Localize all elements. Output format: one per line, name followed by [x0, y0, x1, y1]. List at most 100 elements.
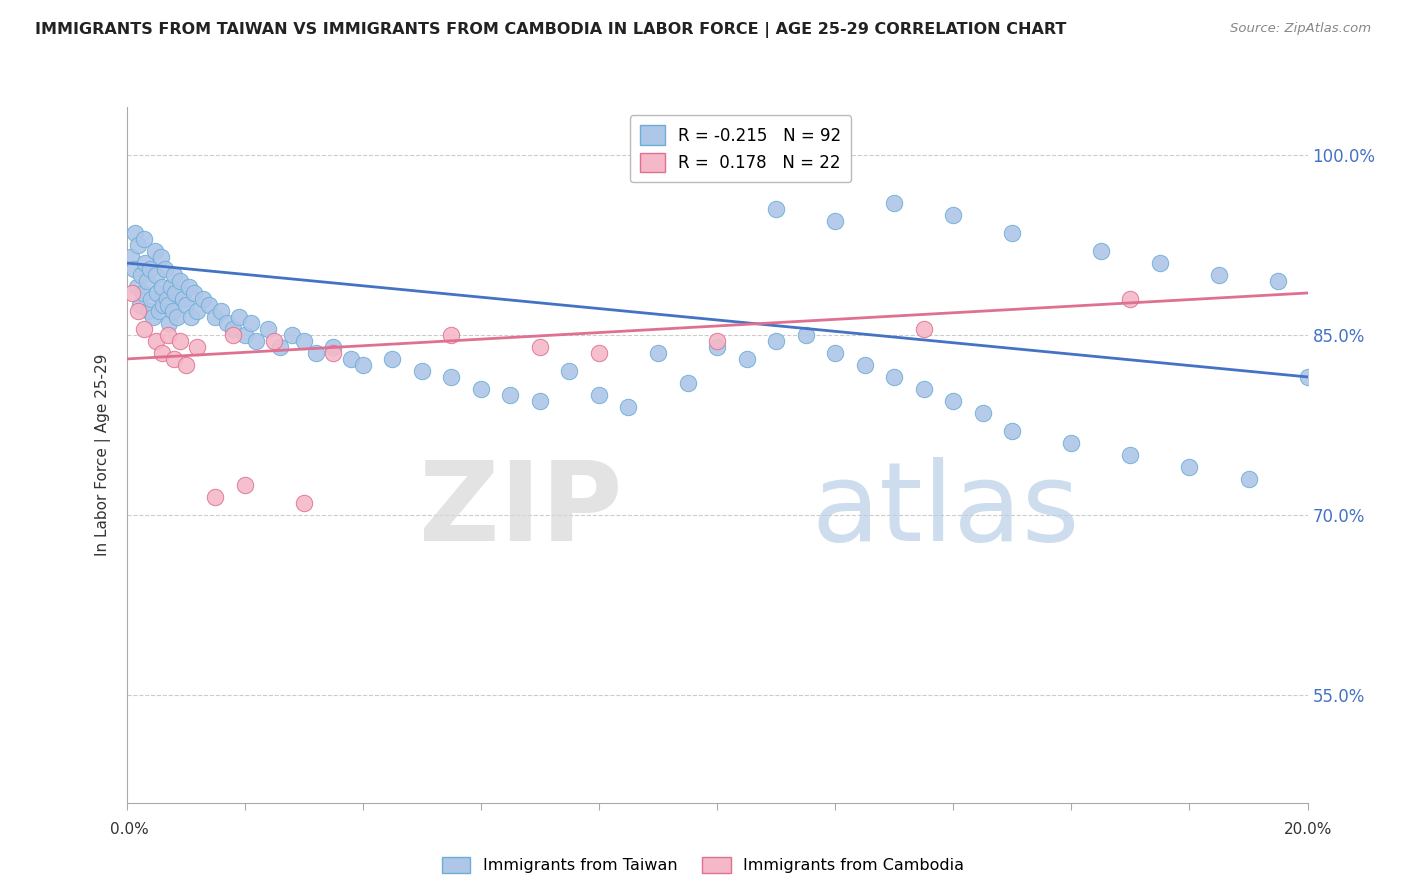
Point [222, 322, 245, 336]
Point [440, 370, 463, 384]
Point [121, 285, 143, 300]
Point [794, 328, 817, 343]
Point [150, 346, 173, 360]
Point [142, 310, 165, 324]
Point [134, 232, 156, 246]
Point [440, 328, 463, 343]
Point [163, 351, 186, 366]
Point [676, 376, 699, 390]
Point [765, 334, 787, 348]
Point [186, 304, 208, 318]
Point [174, 298, 197, 312]
Point [145, 268, 167, 282]
Point [1149, 256, 1171, 270]
Point [156, 328, 179, 343]
Point [180, 310, 202, 324]
Point [160, 280, 183, 294]
Point [141, 292, 163, 306]
Point [153, 262, 176, 277]
Point [735, 351, 758, 366]
Point [193, 292, 215, 306]
Point [1208, 268, 1230, 282]
Point [127, 280, 149, 294]
Point [381, 351, 404, 366]
Point [529, 340, 551, 354]
Point [215, 316, 238, 330]
Point [352, 358, 374, 372]
Point [134, 256, 156, 270]
Point [765, 202, 787, 216]
Point [169, 274, 191, 288]
Point [157, 316, 180, 330]
Point [558, 364, 581, 378]
Point [169, 334, 191, 348]
Legend: Immigrants from Taiwan, Immigrants from Cambodia: Immigrants from Taiwan, Immigrants from … [436, 850, 970, 880]
Point [156, 292, 179, 306]
Text: Source: ZipAtlas.com: Source: ZipAtlas.com [1230, 22, 1371, 36]
Point [1090, 244, 1112, 258]
Point [281, 328, 304, 343]
Point [942, 393, 965, 408]
Point [912, 322, 935, 336]
Point [166, 310, 188, 324]
Point [132, 285, 155, 300]
Point [853, 358, 876, 372]
Point [1119, 292, 1142, 306]
Point [127, 304, 149, 318]
Point [972, 406, 994, 420]
Point [145, 334, 167, 348]
Point [304, 346, 326, 360]
Point [128, 298, 150, 312]
Point [136, 274, 159, 288]
Point [912, 382, 935, 396]
Point [257, 322, 280, 336]
Point [263, 334, 285, 348]
Point [120, 250, 142, 264]
Point [1001, 424, 1024, 438]
Point [198, 298, 221, 312]
Point [152, 298, 174, 312]
Point [186, 340, 208, 354]
Point [1267, 274, 1289, 288]
Point [529, 393, 551, 408]
Point [239, 316, 262, 330]
Text: 20.0%: 20.0% [1284, 822, 1331, 837]
Point [163, 268, 186, 282]
Point [222, 328, 245, 343]
Point [470, 382, 492, 396]
Point [228, 310, 250, 324]
Text: atlas: atlas [811, 457, 1080, 564]
Point [340, 351, 363, 366]
Point [824, 214, 846, 228]
Point [499, 388, 522, 402]
Text: IMMIGRANTS FROM TAIWAN VS IMMIGRANTS FROM CAMBODIA IN LABOR FORCE | AGE 25-29 CO: IMMIGRANTS FROM TAIWAN VS IMMIGRANTS FRO… [35, 22, 1067, 38]
Point [138, 304, 160, 318]
Point [134, 322, 156, 336]
Point [127, 238, 149, 252]
Point [156, 298, 179, 312]
Point [245, 334, 267, 348]
Point [204, 490, 226, 504]
Point [322, 340, 344, 354]
Point [163, 285, 186, 300]
Point [233, 328, 256, 343]
Point [588, 388, 610, 402]
Point [322, 346, 344, 360]
Point [411, 364, 433, 378]
Point [233, 478, 256, 492]
Point [143, 244, 166, 258]
Point [617, 400, 640, 414]
Point [1296, 370, 1319, 384]
Point [1237, 472, 1260, 486]
Text: 0.0%: 0.0% [110, 822, 149, 837]
Point [129, 268, 153, 282]
Point [706, 334, 728, 348]
Point [1001, 226, 1024, 240]
Legend: R = -0.215   N = 92, R =  0.178   N = 22: R = -0.215 N = 92, R = 0.178 N = 22 [630, 115, 852, 182]
Point [824, 346, 846, 360]
Point [149, 250, 172, 264]
Point [1060, 436, 1083, 450]
Point [183, 285, 205, 300]
Point [1119, 448, 1142, 462]
Point [942, 208, 965, 222]
